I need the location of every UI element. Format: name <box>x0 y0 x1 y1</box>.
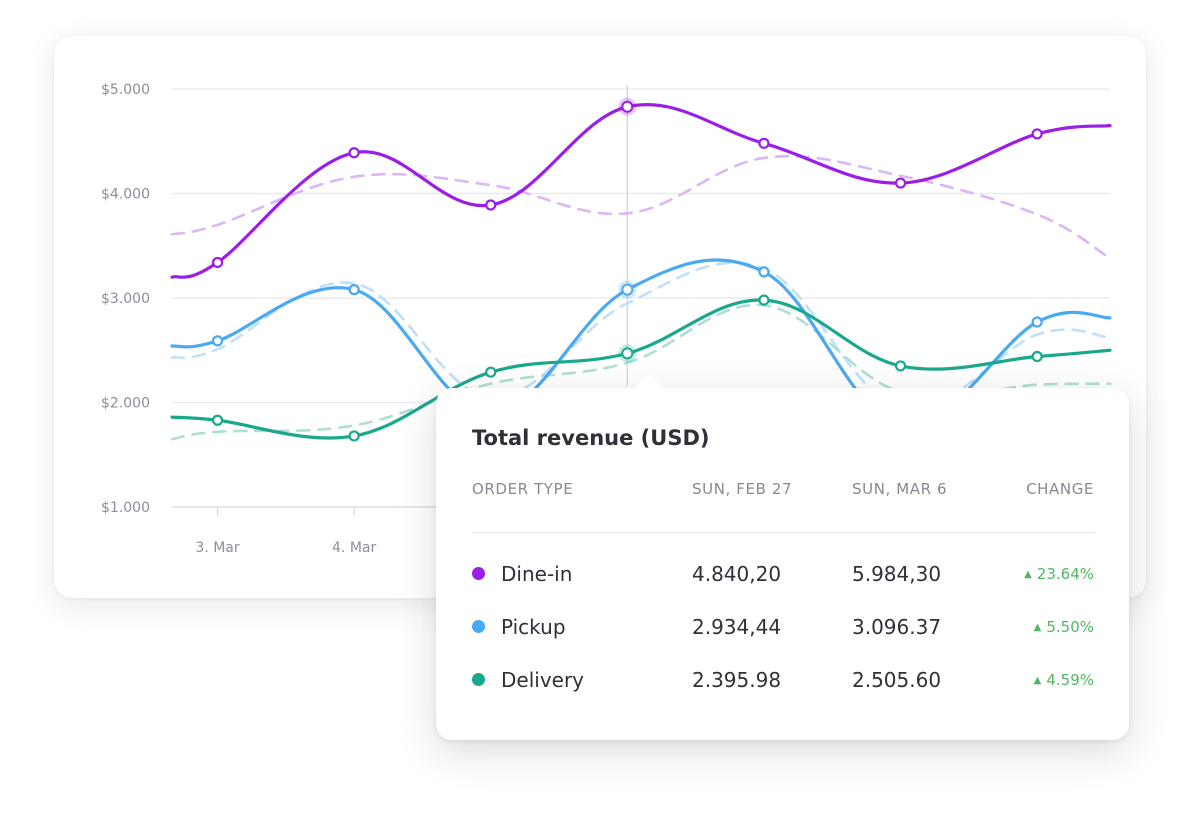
triangle-up-icon: ▲ <box>1024 568 1032 580</box>
y-tick-label: $2.000 <box>101 396 150 412</box>
row-value-a: 2.395.98 <box>692 667 782 692</box>
data-point <box>894 177 907 189</box>
data-point <box>211 335 224 347</box>
series-markers[interactable] <box>211 128 1043 442</box>
highlight-marker-core <box>621 100 634 113</box>
y-axis-labels: $5.000 $4.000 $3.000 $2.000 $1.000 <box>101 82 150 516</box>
data-point <box>211 414 224 426</box>
tooltip-table-header: ORDER TYPE SUN, FEB 27 SUN, MAR 6 CHANGE <box>472 480 1094 533</box>
data-point <box>1031 128 1043 140</box>
x-tick-label: 3. Mar <box>195 540 239 556</box>
delivery-color-dot <box>472 673 485 686</box>
highlight-markers[interactable] <box>618 97 637 363</box>
data-point <box>348 284 360 296</box>
x-axis-labels: 3. Mar 4. Mar <box>195 540 376 556</box>
revenue-tooltip: Total revenue (USD) ORDER TYPE SUN, FEB … <box>436 373 1129 740</box>
table-row: Dine-in 4.840,20 5.984,30 ▲ 23.64% <box>472 547 1094 600</box>
header-date-a: SUN, FEB 27 <box>692 480 793 498</box>
data-point <box>348 147 360 159</box>
data-point <box>348 430 360 442</box>
row-label: Delivery <box>501 667 585 692</box>
highlight-marker-core <box>621 347 634 360</box>
data-point <box>894 360 907 372</box>
pickup-color-dot <box>472 620 485 633</box>
triangle-up-icon: ▲ <box>1033 674 1042 686</box>
row-value-a: 4.840,20 <box>692 561 782 586</box>
row-label: Pickup <box>501 614 566 639</box>
table-row: Pickup 2.934,44 3.096.37 ▲ 5.50% <box>472 600 1094 653</box>
row-value-a: 2.934,44 <box>692 614 782 639</box>
x-tick-label: 4. Mar <box>332 540 376 556</box>
tooltip-table-body: Dine-in 4.840,20 5.984,30 ▲ 23.64% Pickup… <box>472 547 1094 706</box>
row-label: Dine-in <box>501 561 573 586</box>
y-tick-label: $1.000 <box>101 500 150 516</box>
pickup-series-line <box>170 258 1112 428</box>
header-date-b: SUN, MAR 6 <box>852 480 948 498</box>
row-value-b: 3.096.37 <box>852 614 942 639</box>
highlight-marker-core <box>621 283 634 296</box>
data-point <box>211 256 224 269</box>
data-point <box>758 137 770 149</box>
y-tick-label: $5.000 <box>101 82 150 98</box>
table-row: Delivery 2.395.98 2.505.60 ▲ 4.59% <box>472 653 1094 706</box>
row-change: ▲ 23.64% <box>1024 564 1094 583</box>
row-change: ▲ 5.50% <box>1033 617 1094 636</box>
data-point <box>485 199 497 211</box>
data-point <box>485 366 497 378</box>
dine-in-color-dot <box>472 567 485 580</box>
header-change: CHANGE <box>1026 480 1094 498</box>
data-point <box>1031 350 1043 363</box>
y-tick-label: $3.000 <box>101 291 150 307</box>
tooltip-title: Total revenue (USD) <box>472 426 710 450</box>
data-point <box>758 266 770 278</box>
tooltip-table: ORDER TYPE SUN, FEB 27 SUN, MAR 6 CHANGE… <box>472 480 1094 706</box>
y-tick-label: $4.000 <box>101 187 150 203</box>
row-change: ▲ 4.59% <box>1033 670 1094 689</box>
triangle-up-icon: ▲ <box>1033 621 1042 633</box>
data-point <box>1031 316 1043 328</box>
header-order-type: ORDER TYPE <box>472 480 574 498</box>
row-value-b: 5.984,30 <box>852 561 942 586</box>
dine-in_prev-series-line <box>170 154 1112 260</box>
row-value-b: 2.505.60 <box>852 667 942 692</box>
data-point <box>758 294 770 306</box>
